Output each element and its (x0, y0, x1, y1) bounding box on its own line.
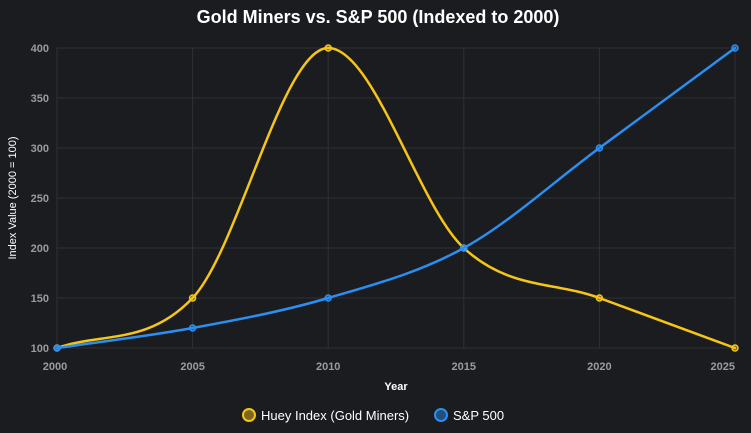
legend-item-sp500[interactable]: S&P 500 (434, 408, 504, 423)
legend: Huey Index (Gold Miners) S&P 500 (242, 408, 504, 423)
grid (56, 47, 736, 349)
data-point[interactable] (324, 44, 332, 52)
y-axis-ticks: 100 150 200 250 300 350 400 (31, 43, 49, 355)
series (53, 44, 739, 352)
legend-label-gold-miners: Huey Index (Gold Miners) (261, 408, 409, 423)
legend-swatch-sp500 (434, 408, 448, 422)
data-point[interactable] (324, 294, 332, 302)
x-axis-ticks: 2000 2005 2010 2015 2020 2025 (43, 361, 735, 373)
y-tick-label: 350 (31, 93, 49, 105)
series-line-0 (55, 46, 737, 350)
x-tick-label: 2015 (452, 361, 476, 373)
data-point[interactable] (731, 44, 739, 52)
y-tick-label: 300 (31, 143, 49, 155)
x-tick-label: 2020 (587, 361, 611, 373)
data-point[interactable] (188, 294, 197, 302)
y-tick-label: 200 (31, 243, 49, 255)
data-point[interactable] (595, 294, 604, 302)
y-tick-label: 250 (31, 193, 49, 205)
x-tick-label: 2005 (180, 361, 204, 373)
data-point[interactable] (595, 144, 604, 152)
data-point[interactable] (188, 324, 197, 332)
x-axis-title: Year (384, 381, 408, 393)
data-point[interactable] (460, 244, 468, 252)
series-line-1 (55, 46, 737, 350)
legend-label-sp500: S&P 500 (453, 408, 504, 423)
x-tick-label: 2000 (43, 361, 67, 373)
legend-swatch-gold-miners (242, 408, 256, 422)
chart-title: Gold Miners vs. S&P 500 (Indexed to 2000… (197, 7, 560, 27)
data-point[interactable] (731, 344, 739, 352)
data-point[interactable] (53, 344, 61, 352)
y-tick-label: 150 (31, 293, 49, 305)
legend-item-gold-miners[interactable]: Huey Index (Gold Miners) (242, 408, 409, 423)
x-tick-label: 2010 (316, 361, 340, 373)
y-tick-label: 400 (31, 43, 49, 55)
y-axis-title: Index Value (2000 = 100) (7, 136, 19, 259)
y-tick-label: 100 (31, 343, 49, 355)
x-tick-label: 2025 (711, 361, 735, 373)
